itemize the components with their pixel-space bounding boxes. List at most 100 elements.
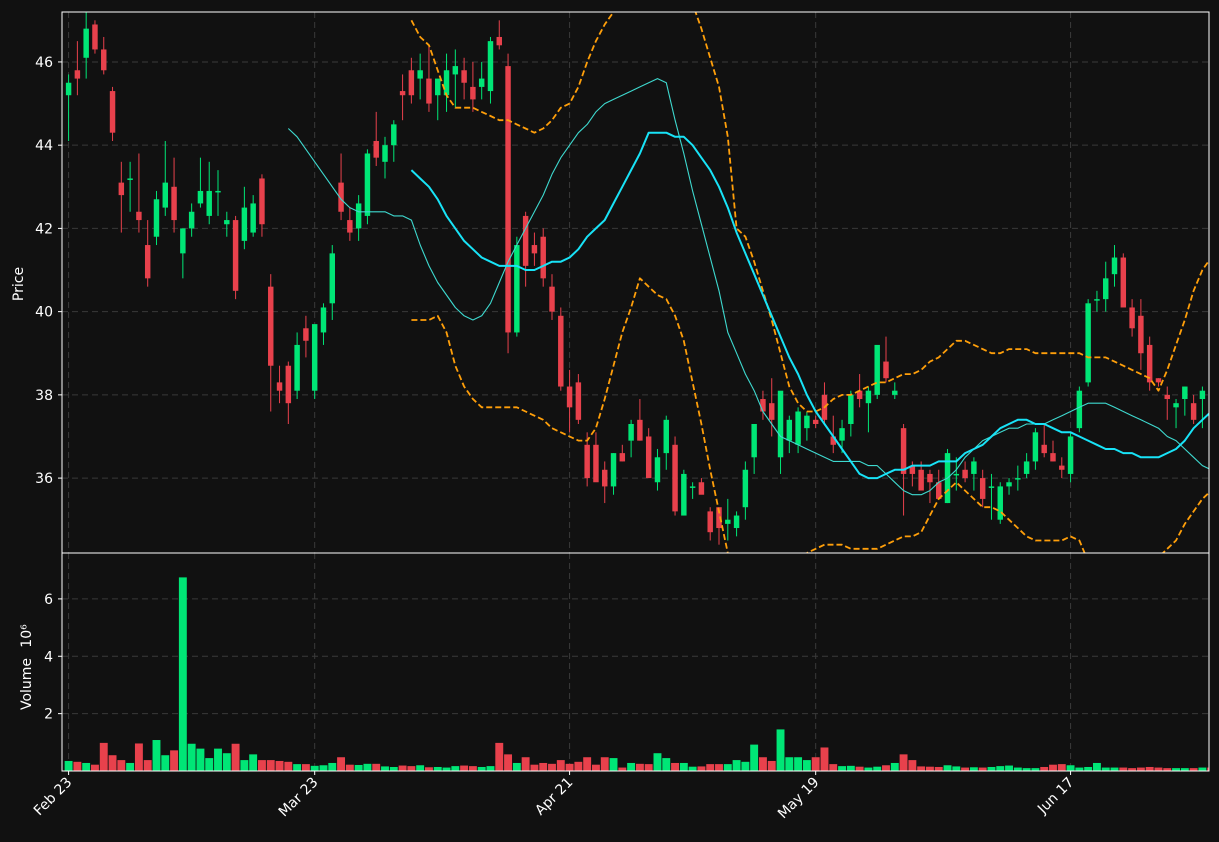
candle-body [707,511,713,533]
volume-bar [1145,766,1154,771]
volume-bar [846,765,855,771]
volume-bar [143,760,152,771]
bollinger-upper-line [410,12,1209,413]
price-axis-title: Price [11,267,27,301]
candle-body [74,70,81,79]
volume-bar [64,760,73,771]
volume-bar [1119,767,1128,771]
volume-bar [644,764,653,771]
volume-bar [284,761,293,771]
volume-frame [61,552,1210,772]
volume-bar [583,757,592,771]
volume-bar [416,765,425,771]
candle-body [347,220,353,233]
volume-bar [873,766,882,771]
candle-body [92,24,98,50]
candle-body [118,182,125,196]
candle-body [1050,453,1056,462]
volume-bar [134,743,143,771]
volume-bar [451,766,460,771]
candle-body [769,403,775,420]
price-tick-label: 42 [35,221,53,237]
candle-body [1076,390,1083,429]
candle-body [865,390,872,404]
volume-bar [1022,768,1031,771]
volume-bar [961,767,970,771]
volume-bar [723,764,732,771]
candle-body [1103,278,1109,300]
volume-bar [1110,767,1119,771]
volume-bar [750,744,759,771]
candle-body [672,444,678,512]
volume-bar [609,758,618,771]
candle-body [531,245,538,254]
candle-body [478,78,485,87]
candle-body [496,36,502,46]
candle-body [936,482,942,499]
candle-body [435,78,441,96]
volume-bar [1005,765,1013,771]
volume-bar [671,762,680,771]
volume-bar [345,764,354,771]
volume-bar [161,755,170,771]
volume-bar [758,757,767,771]
volume-bar [1180,768,1189,771]
volume-bar [504,754,513,771]
volume-bar [864,767,873,771]
candle-body [1182,386,1188,400]
candle-body [760,399,766,412]
volume-bar [653,753,662,771]
candle-body [373,141,379,158]
candle-body [1146,344,1153,383]
candle-body [540,236,546,279]
volume-tick-label: 2 [44,707,53,723]
volume-bar [381,766,389,771]
candle-body [1138,315,1144,354]
volume-bar [908,760,917,771]
candle-body [681,473,687,516]
candle-body [338,182,344,212]
candle-body [1041,444,1047,454]
volume-bar [1092,762,1101,771]
volume-bar [697,766,706,771]
volume-bar [662,758,671,771]
candle-body [241,207,248,241]
volume-axis-exponent: 10⁶ [19,624,35,648]
volume-bar [521,757,530,771]
candle-body [1120,257,1127,308]
volume-bar [126,762,135,771]
volume-bar [732,760,741,771]
volume-bar [82,762,91,771]
candle-body [1190,403,1197,420]
candle-body [610,453,617,487]
candle-body [725,519,731,524]
candle-body [452,66,459,75]
volume-bar [1040,766,1049,771]
candle-body [593,444,599,483]
candle-body [311,324,318,391]
price-tick-label: 38 [35,388,53,404]
volume-bar [468,766,477,771]
volume-bar [1163,768,1172,771]
volume-bar [618,767,627,771]
candle-body [101,49,107,71]
candle-body [259,178,265,225]
candle-body [733,515,740,529]
price-tick-label: 36 [35,471,53,487]
candle-body [777,390,784,458]
candle-body [399,91,406,96]
candle-body [294,344,300,391]
volume-bar [882,765,890,771]
volume-bars [64,577,1209,771]
volume-bar [214,748,222,771]
candle-body [689,486,696,488]
candle-body [575,382,582,420]
candle-body [522,215,529,266]
volume-grid [62,553,1209,771]
volume-bar [838,766,847,771]
candle-body [232,220,239,291]
candle-body [1067,436,1074,474]
volume-bar [715,764,723,771]
candle-body [795,411,801,445]
candle-body [962,469,968,479]
